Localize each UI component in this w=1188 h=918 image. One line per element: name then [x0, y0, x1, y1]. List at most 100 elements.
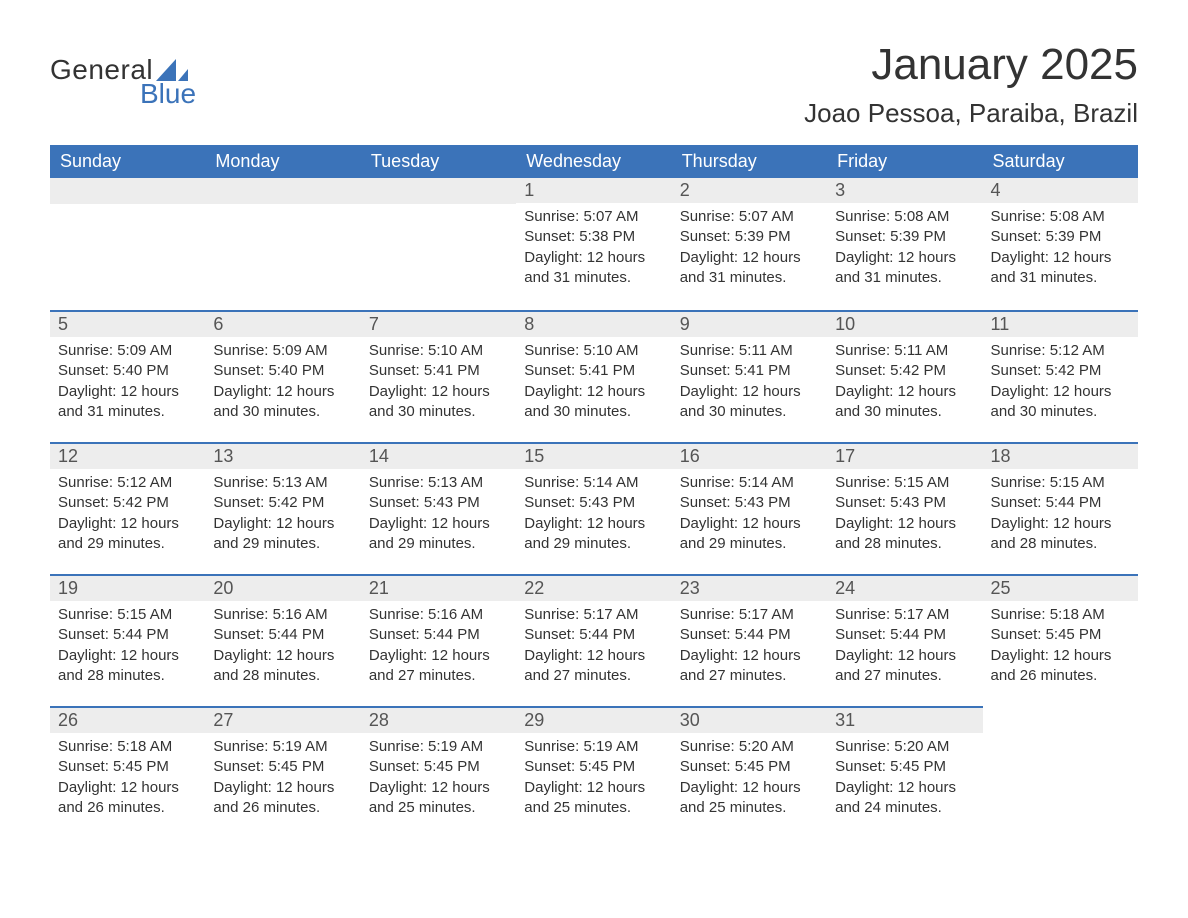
day-number: 13 — [205, 442, 360, 469]
sunset-text: Sunset: 5:39 PM — [835, 227, 974, 247]
sunset-text: Sunset: 5:42 PM — [58, 493, 197, 513]
calendar-cell: 25Sunrise: 5:18 AMSunset: 5:45 PMDayligh… — [983, 574, 1138, 706]
daylight-text: Daylight: 12 hours and 25 minutes. — [680, 778, 819, 819]
sunset-text: Sunset: 5:44 PM — [58, 625, 197, 645]
calendar-week-row: 26Sunrise: 5:18 AMSunset: 5:45 PMDayligh… — [50, 706, 1138, 838]
calendar-cell: 1Sunrise: 5:07 AMSunset: 5:38 PMDaylight… — [516, 178, 671, 310]
day-body: Sunrise: 5:18 AMSunset: 5:45 PMDaylight:… — [50, 733, 205, 826]
sunrise-text: Sunrise: 5:19 AM — [213, 737, 352, 757]
sunset-text: Sunset: 5:40 PM — [213, 361, 352, 381]
daylight-text: Daylight: 12 hours and 27 minutes. — [680, 646, 819, 687]
day-body: Sunrise: 5:10 AMSunset: 5:41 PMDaylight:… — [361, 337, 516, 430]
day-number: 18 — [983, 442, 1138, 469]
day-body: Sunrise: 5:17 AMSunset: 5:44 PMDaylight:… — [827, 601, 982, 694]
sunrise-text: Sunrise: 5:08 AM — [991, 207, 1130, 227]
day-header: Wednesday — [516, 145, 671, 178]
logo-text-blue: Blue — [140, 78, 196, 110]
day-header: Thursday — [672, 145, 827, 178]
day-body: Sunrise: 5:19 AMSunset: 5:45 PMDaylight:… — [205, 733, 360, 826]
daylight-text: Daylight: 12 hours and 25 minutes. — [524, 778, 663, 819]
calendar-cell: 21Sunrise: 5:16 AMSunset: 5:44 PMDayligh… — [361, 574, 516, 706]
calendar-cell: 14Sunrise: 5:13 AMSunset: 5:43 PMDayligh… — [361, 442, 516, 574]
day-number: 1 — [516, 178, 671, 203]
day-number: 24 — [827, 574, 982, 601]
calendar-cell — [205, 178, 360, 310]
daylight-text: Daylight: 12 hours and 26 minutes. — [58, 778, 197, 819]
day-body: Sunrise: 5:14 AMSunset: 5:43 PMDaylight:… — [516, 469, 671, 562]
daylight-text: Daylight: 12 hours and 31 minutes. — [680, 248, 819, 289]
day-body: Sunrise: 5:11 AMSunset: 5:41 PMDaylight:… — [672, 337, 827, 430]
sunset-text: Sunset: 5:42 PM — [835, 361, 974, 381]
day-body: Sunrise: 5:16 AMSunset: 5:44 PMDaylight:… — [361, 601, 516, 694]
daylight-text: Daylight: 12 hours and 31 minutes. — [58, 382, 197, 423]
day-number: 19 — [50, 574, 205, 601]
calendar-cell: 27Sunrise: 5:19 AMSunset: 5:45 PMDayligh… — [205, 706, 360, 838]
day-body: Sunrise: 5:12 AMSunset: 5:42 PMDaylight:… — [50, 469, 205, 562]
day-body: Sunrise: 5:15 AMSunset: 5:44 PMDaylight:… — [50, 601, 205, 694]
sunrise-text: Sunrise: 5:12 AM — [991, 341, 1130, 361]
daylight-text: Daylight: 12 hours and 30 minutes. — [213, 382, 352, 423]
sunrise-text: Sunrise: 5:15 AM — [835, 473, 974, 493]
day-number: 9 — [672, 310, 827, 337]
sunset-text: Sunset: 5:45 PM — [524, 757, 663, 777]
day-body: Sunrise: 5:07 AMSunset: 5:38 PMDaylight:… — [516, 203, 671, 296]
daylight-text: Daylight: 12 hours and 30 minutes. — [524, 382, 663, 423]
day-number: 27 — [205, 706, 360, 733]
daylight-text: Daylight: 12 hours and 29 minutes. — [369, 514, 508, 555]
calendar-cell: 11Sunrise: 5:12 AMSunset: 5:42 PMDayligh… — [983, 310, 1138, 442]
calendar-cell: 2Sunrise: 5:07 AMSunset: 5:39 PMDaylight… — [672, 178, 827, 310]
calendar-body: 1Sunrise: 5:07 AMSunset: 5:38 PMDaylight… — [50, 178, 1138, 838]
calendar-cell: 6Sunrise: 5:09 AMSunset: 5:40 PMDaylight… — [205, 310, 360, 442]
calendar-cell: 8Sunrise: 5:10 AMSunset: 5:41 PMDaylight… — [516, 310, 671, 442]
sunrise-text: Sunrise: 5:13 AM — [213, 473, 352, 493]
sunrise-text: Sunrise: 5:08 AM — [835, 207, 974, 227]
daylight-text: Daylight: 12 hours and 27 minutes. — [835, 646, 974, 687]
day-number: 7 — [361, 310, 516, 337]
day-number: 15 — [516, 442, 671, 469]
empty-day-header — [50, 178, 205, 204]
day-number: 25 — [983, 574, 1138, 601]
sunrise-text: Sunrise: 5:19 AM — [524, 737, 663, 757]
calendar-week-row: 12Sunrise: 5:12 AMSunset: 5:42 PMDayligh… — [50, 442, 1138, 574]
sunset-text: Sunset: 5:38 PM — [524, 227, 663, 247]
day-body: Sunrise: 5:09 AMSunset: 5:40 PMDaylight:… — [205, 337, 360, 430]
calendar-cell — [50, 178, 205, 310]
day-number: 17 — [827, 442, 982, 469]
day-body: Sunrise: 5:15 AMSunset: 5:44 PMDaylight:… — [983, 469, 1138, 562]
day-number: 3 — [827, 178, 982, 203]
calendar-cell: 18Sunrise: 5:15 AMSunset: 5:44 PMDayligh… — [983, 442, 1138, 574]
daylight-text: Daylight: 12 hours and 29 minutes. — [58, 514, 197, 555]
day-number: 12 — [50, 442, 205, 469]
sunset-text: Sunset: 5:43 PM — [524, 493, 663, 513]
day-number: 6 — [205, 310, 360, 337]
day-header: Tuesday — [361, 145, 516, 178]
calendar-cell: 16Sunrise: 5:14 AMSunset: 5:43 PMDayligh… — [672, 442, 827, 574]
calendar-table: SundayMondayTuesdayWednesdayThursdayFrid… — [50, 145, 1138, 838]
daylight-text: Daylight: 12 hours and 30 minutes. — [991, 382, 1130, 423]
daylight-text: Daylight: 12 hours and 31 minutes. — [991, 248, 1130, 289]
sunset-text: Sunset: 5:42 PM — [213, 493, 352, 513]
sunset-text: Sunset: 5:44 PM — [524, 625, 663, 645]
calendar-cell: 23Sunrise: 5:17 AMSunset: 5:44 PMDayligh… — [672, 574, 827, 706]
sunset-text: Sunset: 5:45 PM — [213, 757, 352, 777]
sunrise-text: Sunrise: 5:10 AM — [369, 341, 508, 361]
sunrise-text: Sunrise: 5:09 AM — [213, 341, 352, 361]
sunrise-text: Sunrise: 5:14 AM — [524, 473, 663, 493]
sunset-text: Sunset: 5:43 PM — [680, 493, 819, 513]
day-body: Sunrise: 5:16 AMSunset: 5:44 PMDaylight:… — [205, 601, 360, 694]
day-header: Sunday — [50, 145, 205, 178]
daylight-text: Daylight: 12 hours and 28 minutes. — [58, 646, 197, 687]
calendar-cell: 5Sunrise: 5:09 AMSunset: 5:40 PMDaylight… — [50, 310, 205, 442]
sunset-text: Sunset: 5:44 PM — [213, 625, 352, 645]
day-header: Monday — [205, 145, 360, 178]
day-number: 23 — [672, 574, 827, 601]
day-number: 31 — [827, 706, 982, 733]
daylight-text: Daylight: 12 hours and 30 minutes. — [680, 382, 819, 423]
day-header: Friday — [827, 145, 982, 178]
sunset-text: Sunset: 5:45 PM — [369, 757, 508, 777]
title-block: January 2025 Joao Pessoa, Paraiba, Brazi… — [804, 40, 1138, 129]
calendar-cell: 28Sunrise: 5:19 AMSunset: 5:45 PMDayligh… — [361, 706, 516, 838]
day-number: 11 — [983, 310, 1138, 337]
calendar-cell: 15Sunrise: 5:14 AMSunset: 5:43 PMDayligh… — [516, 442, 671, 574]
day-number: 16 — [672, 442, 827, 469]
